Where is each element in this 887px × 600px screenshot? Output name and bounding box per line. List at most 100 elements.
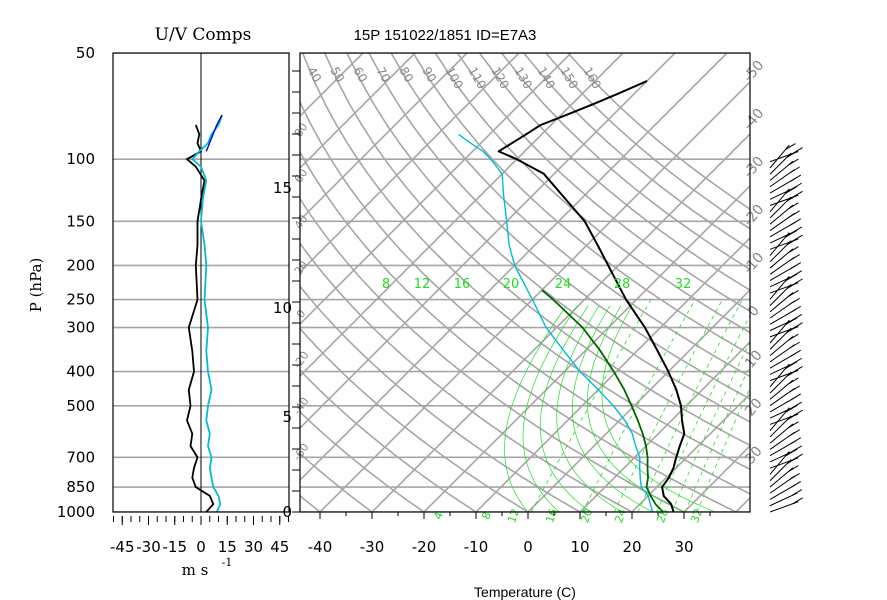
- theta-label: 90: [419, 65, 439, 85]
- dry-adiabat-line: [478, 53, 750, 292]
- dry-adiabat-line: [456, 53, 750, 313]
- pressure-tick-label: 500: [66, 397, 95, 415]
- wind-top-trace: [205, 114, 223, 152]
- parcel-trace: [541, 289, 664, 512]
- mixing-ratio-line: [530, 299, 652, 512]
- uv-tick-label: 45: [270, 538, 289, 556]
- mixing-ratio-label: 12: [414, 277, 431, 292]
- wind-barb-feather: [791, 226, 803, 234]
- moist-adiabat-line: [504, 305, 567, 512]
- wind-barb-feather: [792, 409, 803, 417]
- wind-barb-feather: [791, 182, 803, 190]
- skewt-panel-frame: [299, 52, 751, 513]
- isotherm-line: [319, 80, 750, 512]
- moist-adiabat-line: [522, 305, 578, 512]
- mixing-ratio-line: [582, 299, 696, 512]
- height-tick-label: 15: [273, 179, 292, 197]
- theta-label: 100: [442, 65, 466, 92]
- wind-barb-feather: [788, 246, 799, 254]
- height-tick-labels: 0 5 10 15: [273, 70, 300, 521]
- wind-barb-feather: [790, 393, 802, 401]
- dewpoint-trace: [458, 133, 654, 512]
- pressure-tick-label: 200: [66, 256, 95, 274]
- isotherm-line: [631, 392, 750, 512]
- wind-barb-feather: [790, 174, 802, 182]
- dry-adiabat-line: [346, 53, 750, 423]
- u-component-trace: [185, 124, 215, 512]
- theta-label: 80: [396, 65, 416, 85]
- wind-barb-feather: [788, 158, 799, 166]
- wind-barb-feather: [789, 429, 800, 437]
- wind-barbs: [769, 143, 803, 513]
- moist-adiabat-line: [587, 305, 685, 512]
- mixing-ratio-label: 28: [614, 277, 631, 292]
- temperature-tick-label: 10: [570, 538, 589, 556]
- dry-adiabat-line: [300, 410, 426, 512]
- sounding-title: 15P 151022/1851 ID=E7A3: [354, 27, 537, 44]
- mixing-ratio-label: 8: [382, 277, 390, 292]
- wind-barb-feather: [791, 357, 803, 365]
- dry-adiabat-line: [300, 369, 478, 512]
- mixing-ratio-label-bottom: 8: [479, 510, 494, 521]
- theta-label: 70: [373, 65, 393, 85]
- mixing-ratio-label-bottom: 32: [688, 507, 705, 525]
- mixing-ratio-label-bottom: 20: [578, 507, 595, 525]
- pressure-tick-labels: 50 100 150 200 250 300 400 500 700 850 1000: [57, 44, 95, 521]
- dry-adiabat-line: [412, 53, 750, 356]
- temperature-tick-label: -10: [464, 538, 489, 556]
- temperature-tick-label: 0: [523, 538, 533, 556]
- isotherm-line: [579, 340, 750, 512]
- wind-barb-feather: [790, 218, 802, 226]
- wind-barb-feather: [792, 497, 803, 505]
- isotherm-label-left: 20: [292, 259, 311, 278]
- temperature-tick-labels: -40 -30 -20 -10 0 10 20 30: [308, 512, 711, 556]
- wind-barb-feather: [785, 143, 796, 151]
- v-component-trace: [191, 114, 223, 512]
- wind-barb-feather: [792, 366, 803, 373]
- wind-barb-feather: [792, 322, 803, 330]
- pressure-tick-label: 100: [66, 150, 95, 168]
- wind-barb-feather: [789, 385, 800, 393]
- temperature-tick-label: 20: [622, 538, 641, 556]
- wind-barb-feather: [790, 262, 802, 270]
- mixing-ratio-label-bottom: 12: [505, 507, 522, 525]
- isotherm-line: [300, 53, 728, 482]
- wind-barb-feather: [792, 234, 803, 242]
- mixing-ratio-label-bottom: 28: [654, 507, 671, 525]
- theta-label: 40: [304, 65, 324, 85]
- wind-barb-feather: [790, 349, 802, 357]
- dry-adiabat-line: [300, 242, 634, 512]
- uv-x-tick-labels: -45 -30 -15 0 15 30 45: [110, 516, 289, 556]
- dry-adiabat-line: [301, 53, 750, 471]
- mixing-ratio-label: 32: [675, 277, 692, 292]
- isotherm-line: [475, 236, 750, 512]
- isotherm-line: [300, 53, 624, 378]
- wind-barb-feather: [789, 297, 800, 305]
- moist-adiabat-line: [571, 305, 653, 512]
- uv-components-panel: U/V Comps P (hPa) 5010015020025030040050…: [27, 25, 290, 579]
- uv-tick-label: -45: [110, 538, 135, 556]
- temperature-trace: [497, 79, 686, 512]
- isotherm-line: [300, 53, 676, 430]
- pressure-tick-label: 250: [66, 291, 95, 309]
- isotherm-line: [527, 288, 750, 512]
- isotherm-line: [840, 53, 887, 512]
- wind-barb-feather: [789, 341, 800, 349]
- uv-xaxis-label: m s -1: [182, 556, 233, 579]
- dry-adiabat-line: [324, 53, 750, 447]
- wind-barb-feather: [792, 278, 803, 286]
- wind-barb-feather: [788, 421, 799, 429]
- skewt-panel: 15P 151022/1851 ID=E7A3 Temperature (C) …: [273, 27, 887, 600]
- wind-barb-feather: [790, 481, 802, 488]
- temperature-tick-label: -20: [412, 538, 437, 556]
- dry-adiabat-line: [300, 452, 374, 512]
- wind-barb-feather: [788, 289, 799, 297]
- wind-barb-feather: [789, 166, 800, 174]
- mixing-ratio-label-bottom: 16: [543, 507, 560, 525]
- isotherm-label: -30: [740, 154, 767, 182]
- uv-xaxis-unit: m s: [182, 561, 209, 579]
- wind-barb-feather: [790, 437, 802, 445]
- uv-panel-frame: [112, 52, 290, 513]
- mixing-ratio-label: 24: [555, 277, 572, 292]
